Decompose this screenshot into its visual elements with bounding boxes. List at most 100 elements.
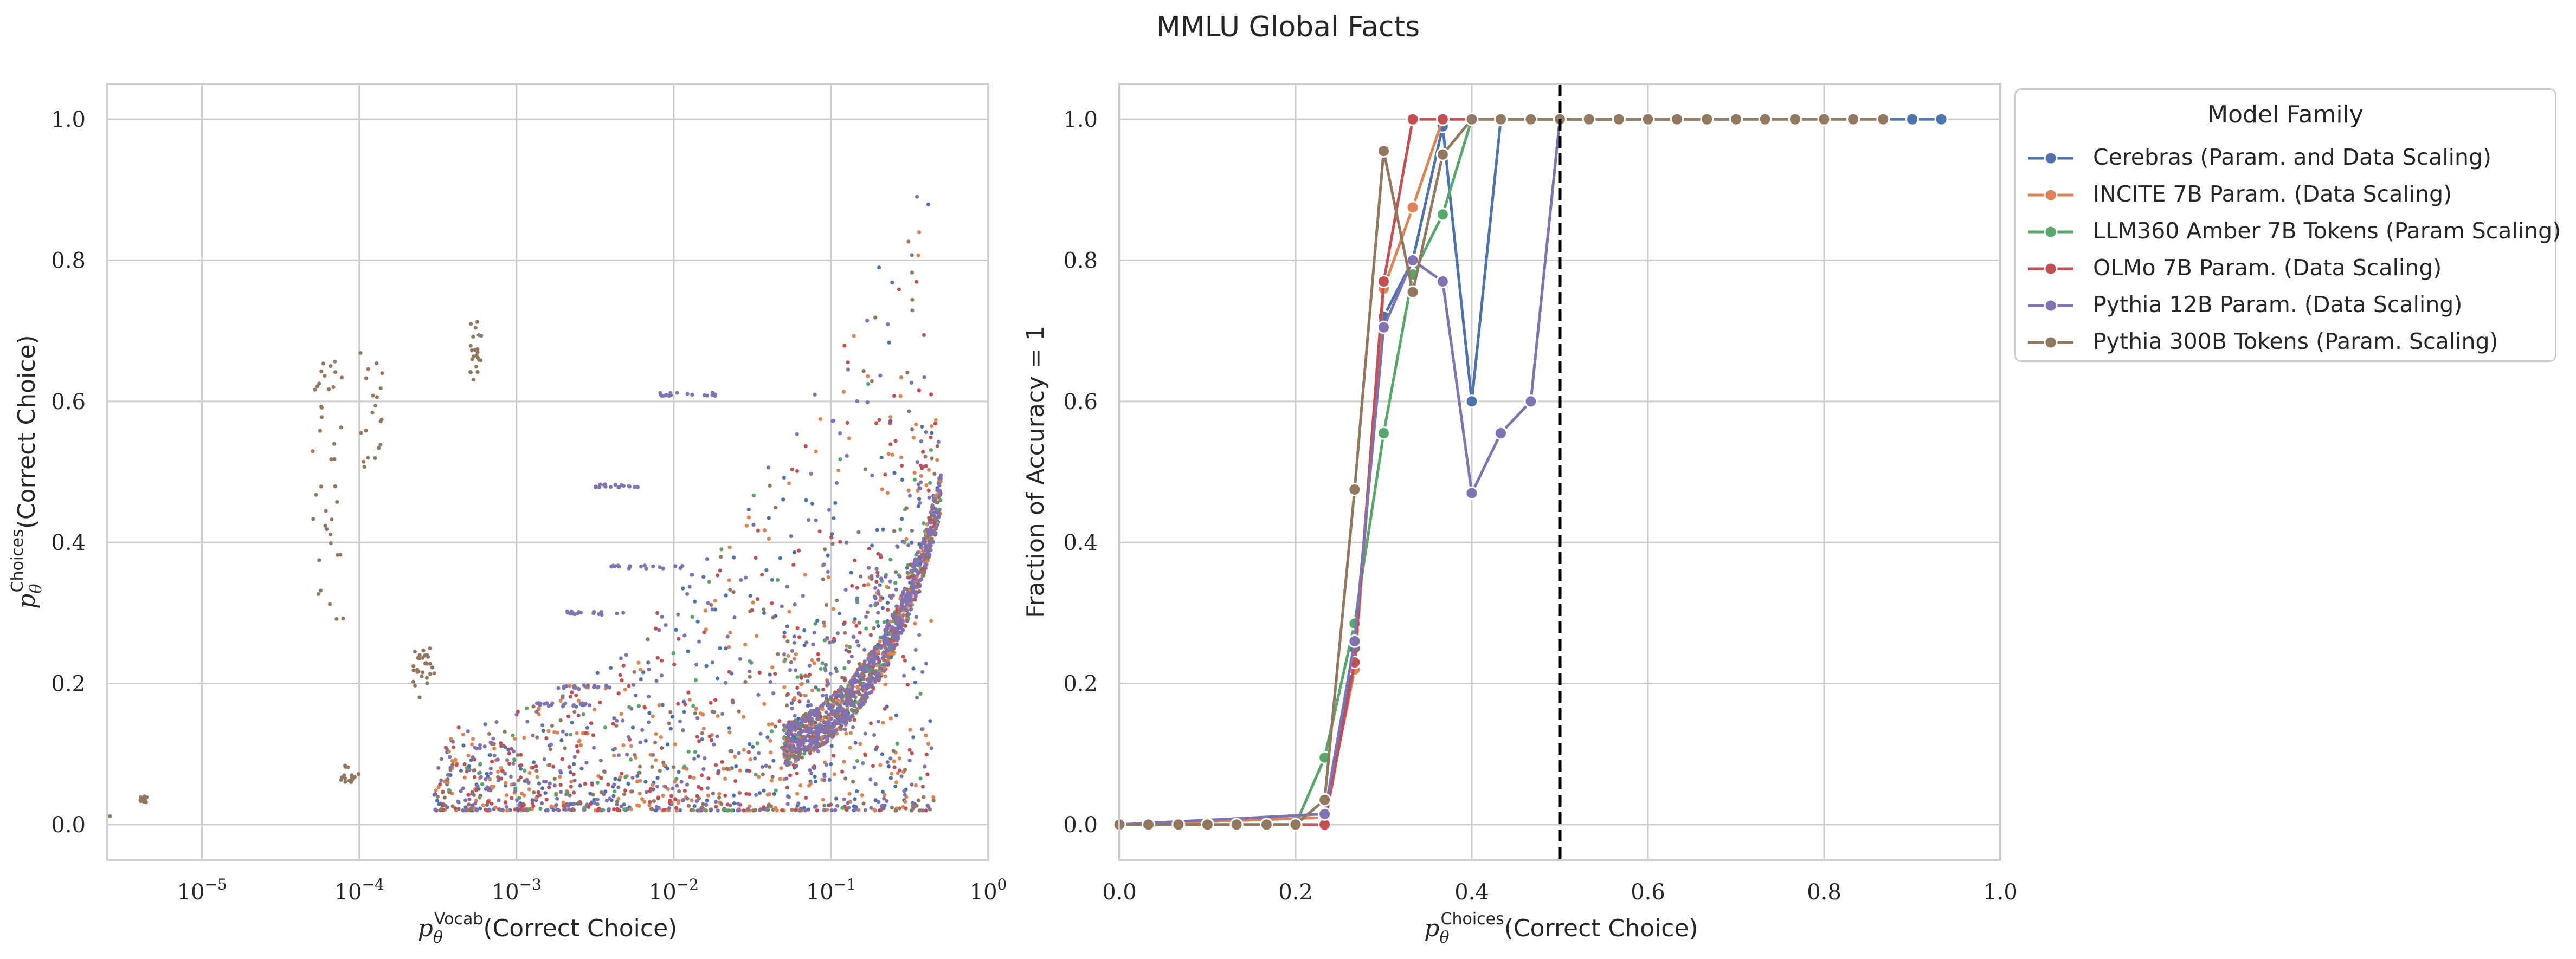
- scatter-point: [790, 808, 794, 812]
- scatter-point: [317, 558, 321, 562]
- scatter-point: [704, 802, 709, 807]
- scatter-point: [686, 690, 691, 695]
- y-tick-label: 0.0: [51, 813, 86, 838]
- scatter-point: [911, 804, 915, 808]
- scatter-point: [853, 807, 858, 812]
- scatter-point: [703, 608, 707, 613]
- scatter-point: [672, 765, 676, 769]
- scatter-point: [550, 723, 555, 728]
- scatter-point: [556, 686, 561, 690]
- scatter-point: [899, 774, 904, 779]
- scatter-point: [816, 688, 821, 692]
- scatter-point: [621, 611, 626, 615]
- legend: Model Family Cerebras (Param. and Data S…: [2014, 88, 2561, 362]
- scatter-point: [324, 509, 328, 513]
- scatter-point: [903, 800, 907, 804]
- scatter-point: [675, 391, 679, 395]
- scatter-point: [598, 700, 602, 705]
- scatter-point: [332, 457, 337, 461]
- scatter-point: [877, 592, 881, 596]
- scatter-point: [487, 807, 492, 812]
- y-tick-label: 0.6: [51, 390, 86, 414]
- scatter-point: [566, 804, 570, 808]
- scatter-point: [514, 712, 519, 717]
- scatter-point: [873, 798, 878, 802]
- scatter-point: [808, 781, 813, 786]
- scatter-point: [874, 567, 879, 571]
- scatter-point: [591, 793, 595, 797]
- scatter-point: [575, 744, 579, 748]
- scatter-point: [751, 493, 756, 498]
- scatter-point: [938, 493, 942, 497]
- scatter-point: [662, 808, 666, 812]
- scatter-point: [746, 807, 750, 811]
- scatter-point: [511, 749, 516, 754]
- scatter-point: [700, 731, 704, 735]
- scatter-point: [777, 719, 782, 723]
- figure-title: MMLU Global Facts: [1156, 11, 1420, 43]
- scatter-point: [926, 549, 931, 553]
- scatter-point: [920, 785, 925, 789]
- scatter-point: [843, 631, 847, 635]
- scatter-point: [550, 701, 555, 705]
- scatter-point: [913, 598, 917, 602]
- scatter-point: [544, 736, 549, 741]
- scatter-point: [813, 713, 817, 717]
- scatter-point: [782, 652, 787, 657]
- scatter-point: [746, 507, 751, 511]
- scatter-point: [767, 722, 771, 727]
- scatter-point: [497, 798, 501, 802]
- scatter-point: [871, 660, 875, 665]
- scatter-point: [870, 690, 874, 694]
- scatter-point: [637, 764, 642, 769]
- scatter-point: [811, 765, 815, 769]
- scatter-point: [877, 418, 881, 422]
- scatter-point: [904, 537, 909, 541]
- scatter-point: [660, 703, 665, 707]
- scatter-point: [769, 750, 773, 755]
- scatter-point: [693, 750, 697, 754]
- scatter-point: [661, 566, 665, 571]
- scatter-point: [939, 473, 943, 477]
- scatter-point: [558, 718, 563, 722]
- scatter-point: [434, 808, 438, 813]
- scatter-point: [865, 695, 869, 699]
- scatter-point: [615, 718, 619, 723]
- scatter-point: [886, 764, 891, 769]
- scatter-point: [877, 657, 881, 662]
- scatter-point: [893, 785, 898, 789]
- scatter-point: [724, 681, 728, 685]
- scatter-point: [796, 717, 800, 721]
- scatter-point: [877, 800, 881, 804]
- scatter-point: [870, 574, 874, 578]
- scatter-point: [719, 547, 724, 552]
- scatter-point: [467, 767, 472, 772]
- scatter-point: [813, 392, 817, 397]
- scatter-point: [420, 674, 424, 678]
- scatter-point: [630, 775, 635, 780]
- scatter-point: [512, 782, 516, 787]
- scatter-point: [913, 576, 918, 581]
- scatter-point: [776, 578, 780, 582]
- scatter-point: [890, 645, 894, 650]
- scatter-point: [888, 442, 893, 446]
- scatter-point: [930, 510, 935, 515]
- scatter-point: [574, 686, 578, 690]
- scatter-point: [602, 770, 607, 774]
- scatter-point: [639, 565, 643, 569]
- scatter-point: [845, 687, 849, 691]
- series-marker: [1435, 208, 1450, 222]
- scatter-point: [929, 526, 933, 530]
- scatter-point: [613, 747, 617, 751]
- scatter-point: [793, 732, 797, 737]
- scatter-point: [807, 744, 812, 749]
- scatter-point: [723, 793, 727, 798]
- scatter-point: [536, 790, 540, 794]
- scatter-point: [364, 376, 369, 380]
- scatter-point: [857, 692, 861, 696]
- scatter-point: [806, 704, 810, 708]
- scatter-point: [592, 797, 596, 802]
- scatter-point: [411, 679, 416, 684]
- scatter-point: [856, 808, 861, 812]
- scatter-point: [331, 385, 336, 390]
